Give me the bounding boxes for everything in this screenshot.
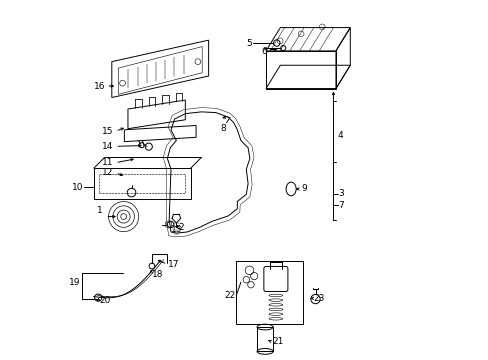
Text: 14: 14 [102,142,113,151]
Text: 6: 6 [261,48,266,57]
Bar [257,327,273,351]
Text: 10: 10 [71,183,83,192]
Text: 17: 17 [168,260,179,269]
Text: 19: 19 [69,278,80,287]
Text: 20: 20 [100,296,111,305]
Text: 4: 4 [337,131,343,140]
Text: 7: 7 [338,201,344,210]
Text: 18: 18 [152,270,163,279]
Bar [236,261,302,324]
Text: 22: 22 [224,291,235,300]
Text: 13: 13 [170,225,182,234]
Text: 2: 2 [178,223,183,232]
Text: 3: 3 [338,189,344,198]
Text: 1: 1 [97,206,102,215]
Text: 21: 21 [271,337,283,346]
Text: 11: 11 [102,158,113,167]
Text: 12: 12 [102,168,113,177]
Text: 5: 5 [246,39,251,48]
Text: 23: 23 [313,294,324,303]
Text: 15: 15 [102,127,113,136]
Text: 16: 16 [94,82,105,91]
Text: 8: 8 [220,123,225,132]
Text: 9: 9 [301,184,306,193]
